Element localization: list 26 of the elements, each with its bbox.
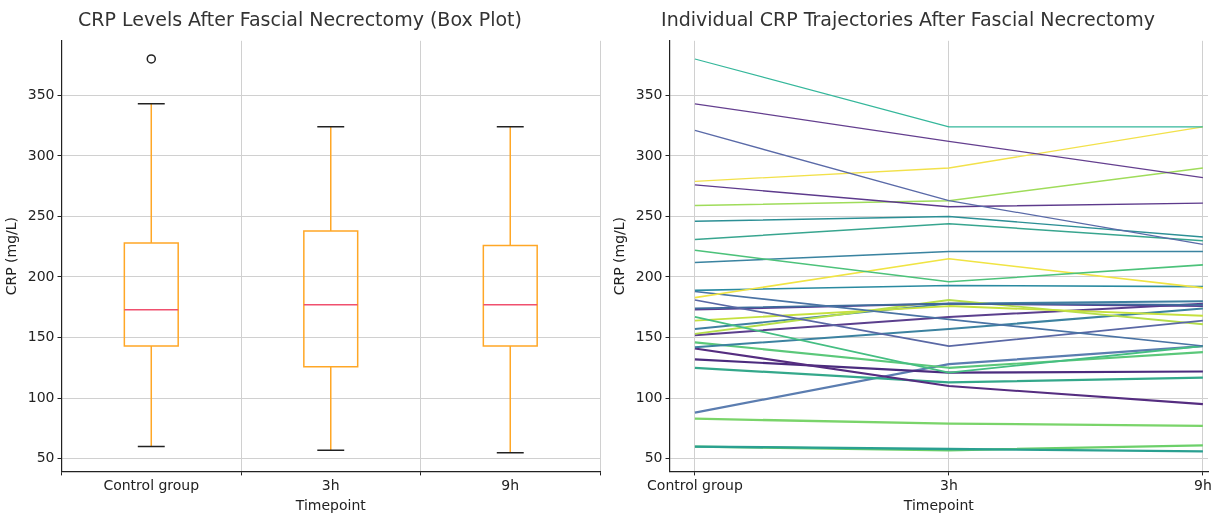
y-tick-label: 50 bbox=[36, 449, 55, 466]
y-tick-label: 150 bbox=[27, 328, 55, 345]
x-tick-label: Control group bbox=[647, 477, 743, 494]
x-axis-title: Timepoint bbox=[294, 497, 367, 514]
x-tick-label: 3h bbox=[321, 477, 340, 494]
y-tick-label: 250 bbox=[27, 207, 55, 224]
y-tick-label: 150 bbox=[635, 328, 663, 345]
chart-title: CRP Levels After Fascial Necrectomy (Box Plot) bbox=[78, 8, 522, 31]
y-tick-label: 350 bbox=[27, 85, 55, 102]
chart-title: Individual CRP Trajectories After Fascial Necrectomy bbox=[661, 8, 1155, 31]
y-tick-label: 100 bbox=[635, 388, 663, 405]
y-tick-label: 350 bbox=[635, 85, 663, 102]
x-tick-label: 3h bbox=[940, 477, 958, 494]
x-tick-label: 9h bbox=[501, 477, 520, 494]
y-axis-title: CRP (mg/L) bbox=[611, 216, 628, 296]
y-tick-label: 100 bbox=[27, 388, 55, 405]
y-tick-label: 300 bbox=[635, 146, 663, 163]
x-tick-label: 9h bbox=[1194, 477, 1212, 494]
y-tick-label: 300 bbox=[27, 146, 55, 163]
y-tick-label: 50 bbox=[644, 449, 663, 466]
y-tick-label: 200 bbox=[27, 267, 55, 284]
y-axis-title: CRP (mg/L) bbox=[3, 216, 20, 296]
y-tick-label: 200 bbox=[635, 267, 663, 284]
x-axis-title: Timepoint bbox=[902, 497, 975, 514]
y-tick-label: 250 bbox=[635, 207, 663, 224]
x-tick-label: Control group bbox=[103, 477, 200, 494]
